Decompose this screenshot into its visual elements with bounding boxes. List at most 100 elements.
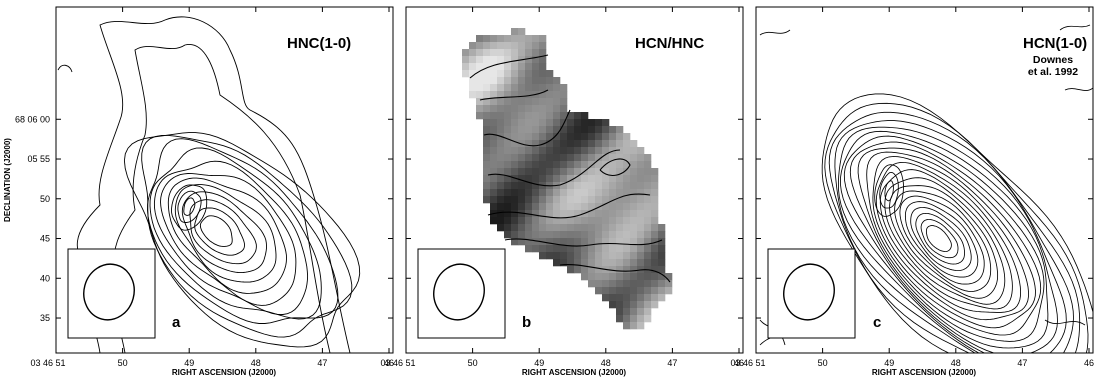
contour-level	[889, 185, 999, 299]
panel-a-beam-box	[67, 248, 156, 339]
ratio-pixel	[497, 196, 505, 204]
ratio-pixel	[630, 322, 638, 330]
ratio-pixel	[651, 280, 659, 288]
ratio-pixel	[553, 196, 561, 204]
ratio-pixel	[525, 112, 533, 120]
ratio-pixel	[581, 217, 589, 225]
x-tick-label: 49	[184, 358, 194, 368]
ratio-pixel	[525, 119, 533, 127]
ratio-pixel	[504, 91, 512, 99]
ratio-pixel	[553, 259, 561, 267]
ratio-pixel	[483, 126, 491, 134]
ratio-pixel	[595, 252, 603, 260]
ratio-pixel	[525, 140, 533, 148]
ratio-pixel	[623, 266, 631, 274]
ratio-pixel	[539, 35, 547, 43]
ratio-pixel	[616, 280, 624, 288]
contour-level	[174, 184, 277, 283]
ratio-pixel	[511, 140, 519, 148]
ratio-pixel	[511, 133, 519, 141]
ratio-pixel	[560, 91, 568, 99]
ratio-pixel	[595, 273, 603, 281]
ratio-pixel	[623, 147, 631, 155]
ratio-pixel	[539, 84, 547, 92]
ratio-pixel	[546, 245, 554, 253]
ratio-pixel	[504, 147, 512, 155]
ratio-pixel	[644, 245, 652, 253]
ratio-pixel	[518, 182, 526, 190]
contour-level	[837, 126, 1067, 353]
ratio-pixel	[602, 168, 610, 176]
ratio-pixel	[483, 49, 491, 57]
ratio-pixel	[567, 259, 575, 267]
contour-secondary-peak	[879, 171, 899, 209]
ratio-pixel	[504, 112, 512, 120]
ratio-pixel	[616, 175, 624, 183]
ratio-pixel	[518, 147, 526, 155]
ratio-pixel	[532, 217, 540, 225]
ratio-pixel	[616, 189, 624, 197]
ratio-pixel	[511, 105, 519, 113]
ratio-pixel	[511, 189, 519, 197]
ratio-pixel	[525, 175, 533, 183]
ratio-pixel	[595, 287, 603, 295]
ratio-pixel	[483, 161, 491, 169]
contour-secondary-peak	[183, 197, 196, 216]
ratio-pixel	[497, 126, 505, 134]
ratio-pixel	[525, 182, 533, 190]
ratio-pixel	[567, 189, 575, 197]
ratio-pixel	[595, 175, 603, 183]
panel-c-xlabel: RIGHT ASCENSION (J2000)	[872, 368, 977, 377]
y-tick-label: 50	[40, 194, 50, 204]
ratio-pixel	[560, 182, 568, 190]
ratio-pixel	[539, 63, 547, 71]
ratio-pixel	[511, 210, 519, 218]
ratio-pixel	[630, 161, 638, 169]
ratio-pixel	[560, 126, 568, 134]
ratio-pixel	[469, 63, 477, 71]
ratio-pixel	[623, 315, 631, 323]
ratio-pixel	[595, 126, 603, 134]
ratio-pixel	[616, 252, 624, 260]
ratio-pixel	[546, 238, 554, 246]
ratio-pixel	[637, 175, 645, 183]
ratio-pixel	[567, 210, 575, 218]
x-tick-label: 03 46 51	[730, 358, 765, 368]
ratio-pixel	[609, 175, 617, 183]
ratio-pixel	[616, 273, 624, 281]
ratio-pixel	[602, 252, 610, 260]
ratio-pixel	[637, 224, 645, 232]
ratio-pixel	[511, 49, 519, 57]
ratio-pixel	[616, 168, 624, 176]
ratio-pixel	[602, 203, 610, 211]
ratio-pixel	[665, 287, 673, 295]
ratio-pixel	[623, 322, 631, 330]
ratio-pixel	[518, 231, 526, 239]
panel-a-xlabel: RIGHT ASCENSION (J2000)	[172, 368, 277, 377]
ratio-pixel	[567, 203, 575, 211]
ratio-pixel	[539, 77, 547, 85]
ratio-pixel	[651, 259, 659, 267]
ratio-pixel	[623, 140, 631, 148]
ratio-pixel	[525, 35, 533, 43]
ratio-pixel	[553, 105, 561, 113]
ratio-pixel	[497, 91, 505, 99]
ratio-pixel	[532, 182, 540, 190]
ratio-pixel	[532, 70, 540, 78]
ratio-pixel	[630, 196, 638, 204]
ratio-pixel	[630, 182, 638, 190]
ratio-pixel	[609, 210, 617, 218]
ratio-pixel	[490, 35, 498, 43]
ratio-pixel	[616, 140, 624, 148]
panel-b-title: HCN/HNC	[635, 35, 704, 52]
ratio-pixel	[504, 140, 512, 148]
ratio-pixel	[539, 133, 547, 141]
ratio-pixel	[469, 70, 477, 78]
ratio-pixel	[602, 217, 610, 225]
ratio-pixel	[616, 245, 624, 253]
ratio-pixel	[588, 224, 596, 232]
ratio-pixel	[532, 77, 540, 85]
ratio-pixel	[525, 56, 533, 64]
ratio-pixel	[595, 280, 603, 288]
ratio-pixel	[518, 84, 526, 92]
